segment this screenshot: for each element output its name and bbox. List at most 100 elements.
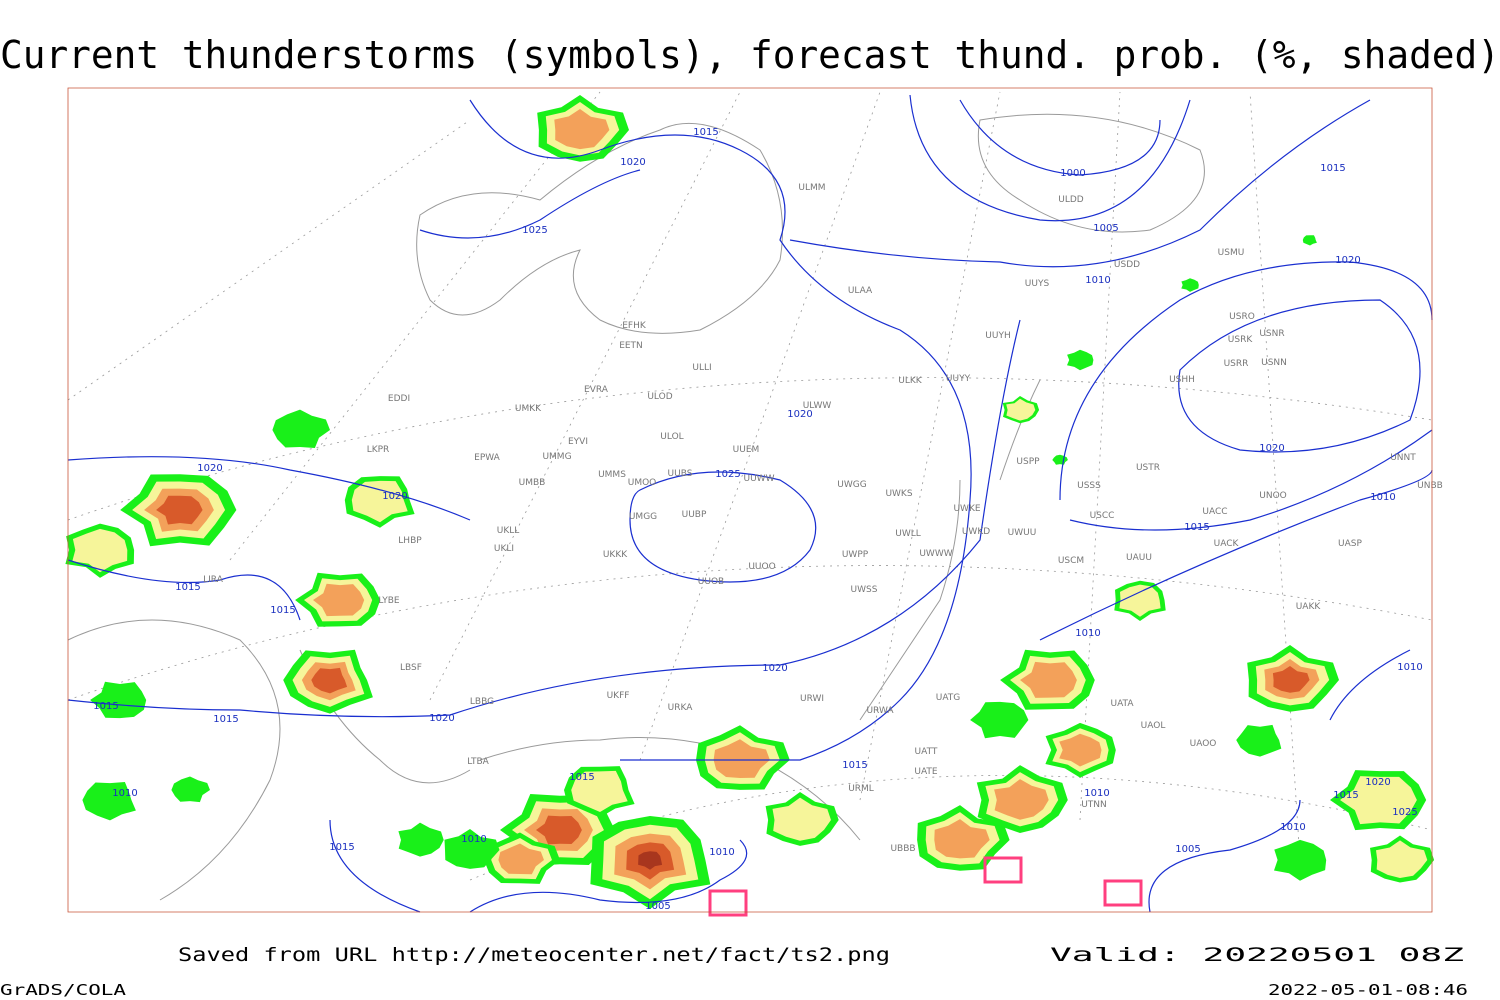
- map-frame: [67, 87, 1433, 913]
- isobar-label: 1015: [270, 605, 295, 616]
- station-label: UUYY: [946, 374, 971, 384]
- isobar-label: 1020: [1259, 443, 1284, 454]
- isobar-line: [629, 471, 817, 583]
- station-label: USNR: [1259, 329, 1284, 339]
- station-label: EFHK: [622, 321, 647, 331]
- station-label: LHBP: [398, 536, 422, 546]
- probability-area: [444, 829, 500, 869]
- station-label: URML: [848, 784, 874, 794]
- isobar-label: 1015: [213, 714, 238, 725]
- source-url: Saved from URL http://meteocenter.net/fa…: [178, 944, 890, 966]
- station-label: EYVI: [568, 437, 588, 447]
- isobar-label: 1010: [461, 834, 486, 845]
- station-label: UMKK: [515, 404, 542, 414]
- station-label: EDDI: [388, 394, 410, 404]
- station-label: URWI: [800, 694, 824, 704]
- isobar-label: 1015: [329, 842, 354, 853]
- station-label: UMBB: [519, 478, 546, 488]
- isobar-label: 1010: [112, 788, 137, 799]
- station-label: ULAA: [848, 286, 873, 296]
- probability-area: [398, 822, 444, 857]
- station-label: URKA: [668, 703, 694, 713]
- station-label: UKFF: [607, 691, 630, 701]
- isobar-label: 1025: [522, 225, 547, 236]
- station-label: USSS: [1077, 481, 1101, 491]
- probability-area: [934, 819, 990, 859]
- isobar-label: 1010: [1085, 275, 1110, 286]
- station-label: UBBB: [890, 844, 915, 854]
- station-label: USTR: [1136, 463, 1160, 473]
- station-label: USCC: [1090, 511, 1115, 521]
- isobar-line: [419, 169, 641, 239]
- isobar-label: 1010: [1280, 822, 1305, 833]
- credit: GrADS/COLA: [0, 981, 126, 999]
- probability-area: [1376, 840, 1428, 878]
- station-label: UWGG: [837, 480, 866, 490]
- storm-symbol: [983, 856, 1023, 884]
- station-label: UKLI: [494, 544, 514, 554]
- probability-area: [638, 851, 663, 870]
- storm-symbol: [1103, 879, 1143, 907]
- isobar-label: 1020: [620, 157, 645, 168]
- probability-area: [82, 782, 136, 821]
- station-label: UWKD: [962, 527, 990, 537]
- station-label: UWPP: [842, 550, 869, 560]
- isobar-label: 1015: [1320, 163, 1345, 174]
- isobar-label: 1010: [1075, 628, 1100, 639]
- isobar-label: 1025: [1392, 807, 1417, 818]
- isobar-line: [469, 99, 972, 761]
- station-label: UAOL: [1141, 721, 1166, 731]
- isobar-label: 1005: [645, 901, 670, 912]
- isobar-label: 1010: [1397, 662, 1422, 673]
- isobar-label: 1020: [787, 409, 812, 420]
- probability-area: [536, 815, 582, 845]
- station-label: ULOL: [660, 432, 683, 442]
- station-label: UAUU: [1126, 553, 1152, 563]
- isobar-label: 1015: [1184, 522, 1209, 533]
- station-label: UNOO: [1259, 491, 1287, 501]
- coastline: [977, 113, 1205, 233]
- probability-area: [1181, 278, 1199, 292]
- probability-area: [171, 776, 210, 803]
- station-label: LIRA: [203, 575, 224, 585]
- isobar-label: 1015: [175, 582, 200, 593]
- station-label: LKPR: [367, 445, 390, 455]
- station-label: EPWA: [474, 453, 501, 463]
- probability-area: [970, 701, 1029, 739]
- probability-area: [994, 779, 1049, 820]
- isobar-label: 1020: [382, 491, 407, 502]
- station-label: EETN: [619, 341, 643, 351]
- station-label: UWSS: [851, 585, 878, 595]
- station-label: LBSF: [400, 663, 422, 673]
- graticule-lines: [67, 91, 1433, 881]
- timestamp: 2022-05-01-08:46: [1268, 981, 1468, 999]
- station-label: UWLL: [895, 529, 921, 539]
- isobar-label: 1010: [1370, 492, 1395, 503]
- station-label: UTNN: [1081, 800, 1107, 810]
- title: Current thunderstorms (symbols), forecas…: [0, 33, 1500, 77]
- isobar-label: 1005: [1175, 844, 1200, 855]
- station-label: UATE: [914, 767, 938, 777]
- station-label: UNBB: [1417, 481, 1443, 491]
- station-label: USRR: [1224, 359, 1249, 369]
- isobars: [67, 94, 1433, 913]
- coastline: [67, 379, 1041, 901]
- station-label: UUOO: [748, 562, 775, 572]
- station-label: UACC: [1202, 507, 1227, 517]
- isobar-line: [789, 99, 1371, 268]
- station-label: ULLI: [692, 363, 711, 373]
- isobar-label: 1015: [842, 760, 867, 771]
- isobar-label: 1015: [93, 701, 118, 712]
- station-label: UASP: [1338, 539, 1362, 549]
- graticule: [67, 91, 1433, 881]
- probability-area: [351, 480, 408, 523]
- probability-area: [1340, 776, 1417, 825]
- isobar-label: 1005: [1093, 223, 1118, 234]
- station-label: UATA: [1110, 699, 1134, 709]
- isobar-label: 1010: [709, 847, 734, 858]
- station-label: ULDD: [1058, 195, 1084, 205]
- station-label: URWA: [866, 706, 894, 716]
- isobar-label: 1025: [715, 469, 740, 480]
